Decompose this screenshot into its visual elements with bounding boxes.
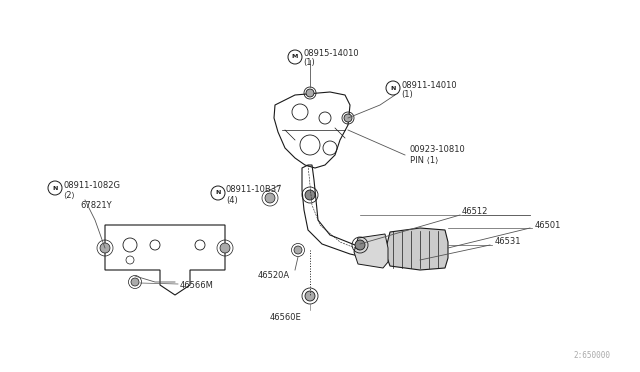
- Text: 2:650000: 2:650000: [573, 350, 610, 359]
- Text: 08911-10B37: 08911-10B37: [226, 186, 282, 195]
- Text: 46560E: 46560E: [270, 314, 301, 323]
- Text: 46512: 46512: [462, 208, 488, 217]
- Circle shape: [100, 243, 110, 253]
- Circle shape: [131, 278, 139, 286]
- Polygon shape: [385, 228, 448, 270]
- Text: (1): (1): [303, 58, 315, 67]
- Text: M: M: [292, 55, 298, 60]
- Circle shape: [265, 193, 275, 203]
- Text: (1): (1): [401, 90, 413, 99]
- Circle shape: [220, 243, 230, 253]
- Text: 08911-14010: 08911-14010: [401, 80, 456, 90]
- Text: 46566M: 46566M: [180, 280, 214, 289]
- Text: ⟨2⟩: ⟨2⟩: [63, 190, 75, 199]
- Text: 46520A: 46520A: [258, 270, 290, 279]
- Text: N: N: [215, 190, 221, 196]
- Text: 46501: 46501: [535, 221, 561, 230]
- Text: (4): (4): [226, 196, 237, 205]
- Circle shape: [306, 89, 314, 97]
- Text: 67821Y: 67821Y: [80, 201, 111, 209]
- Text: 08911-1082G: 08911-1082G: [63, 180, 120, 189]
- Circle shape: [355, 240, 365, 250]
- Text: N: N: [390, 86, 396, 90]
- Circle shape: [305, 291, 315, 301]
- Text: PIN ⟨1⟩: PIN ⟨1⟩: [410, 155, 438, 164]
- Text: 08915-14010: 08915-14010: [303, 49, 358, 58]
- Circle shape: [305, 190, 315, 200]
- Text: 00923-10810: 00923-10810: [410, 145, 466, 154]
- Polygon shape: [354, 234, 388, 268]
- Text: N: N: [52, 186, 58, 190]
- Text: 46531: 46531: [495, 237, 522, 247]
- Circle shape: [294, 246, 302, 254]
- Circle shape: [344, 114, 352, 122]
